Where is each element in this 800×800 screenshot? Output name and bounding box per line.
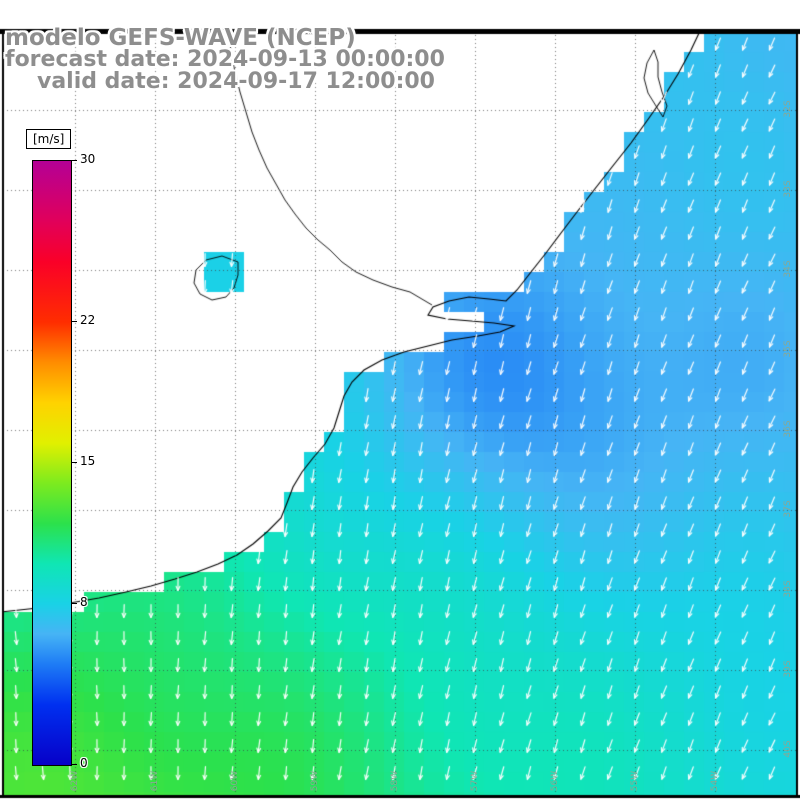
colorbar-tick-label: 0 [80, 756, 88, 770]
colorbar-tick-mark [72, 764, 77, 765]
colorbar-tick-label: 8 [80, 594, 88, 609]
colorbar: 30 22 15 8 0 [32, 152, 104, 770]
colorbar-tick-mark [72, 321, 77, 323]
colorbar-tick-mark [72, 160, 77, 161]
colorbar-tick-mark [72, 462, 77, 463]
colorbar-tick-label: 15 [80, 454, 96, 468]
colorbar-tick-mark [72, 602, 77, 604]
colorbar-tick-label: 30 [80, 152, 96, 166]
colorbar-unit-label: [m/s] [26, 129, 72, 149]
colorbar-tick-label: 22 [80, 313, 96, 328]
colorbar-gradient [32, 160, 72, 766]
